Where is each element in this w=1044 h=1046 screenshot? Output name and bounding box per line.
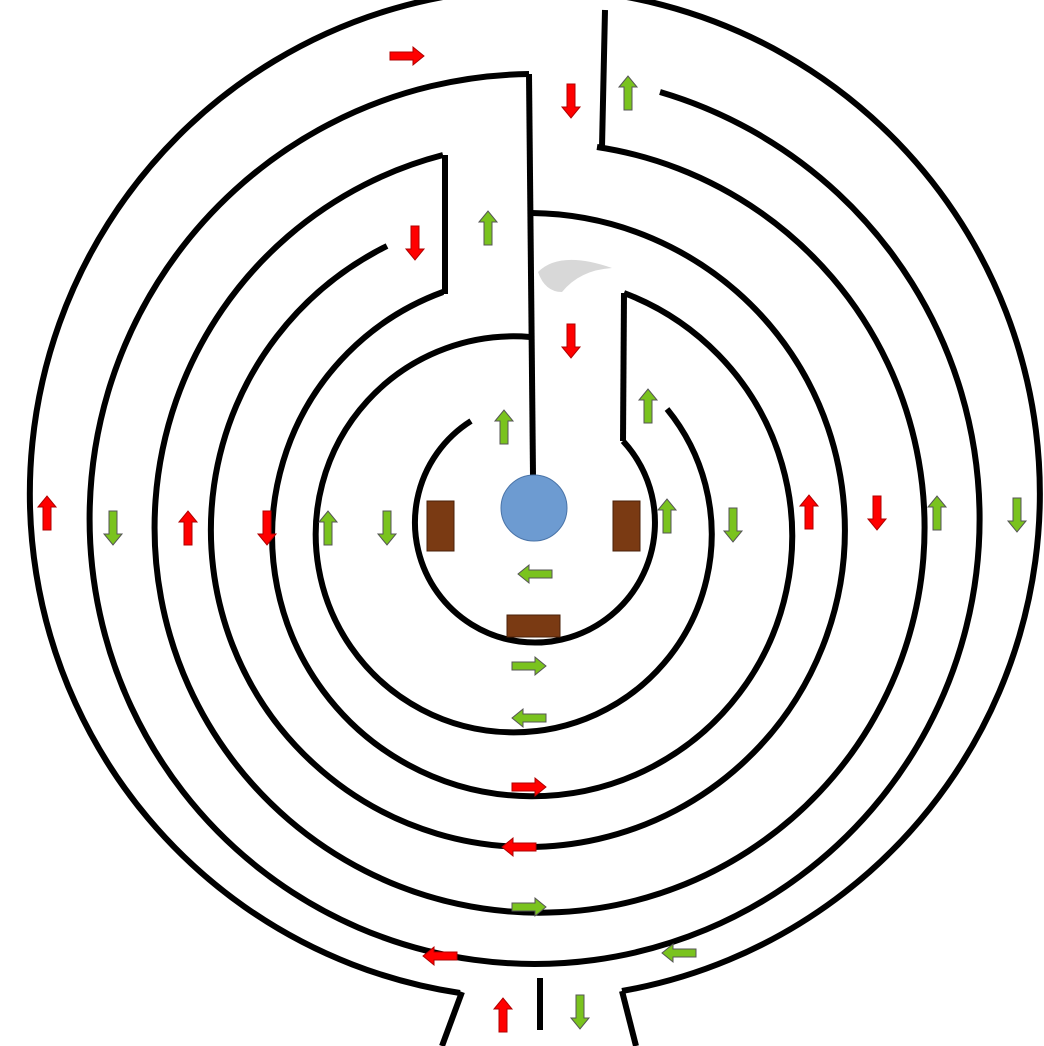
green-arrow-down-icon <box>722 507 744 543</box>
radial-wall-center <box>526 73 536 476</box>
entrance-wall-right <box>619 990 639 1046</box>
ring-wall-1 <box>26 0 1043 996</box>
maze-walls <box>26 0 1043 1046</box>
green-arrow-up-icon <box>317 510 339 546</box>
red-arrow-up-icon <box>177 510 199 546</box>
red-arrow-up-icon <box>798 494 820 530</box>
block-left <box>426 500 455 552</box>
green-arrow-left-icon <box>511 707 547 729</box>
green-arrow-right-icon <box>511 655 547 677</box>
green-arrow-up-icon <box>656 498 678 534</box>
red-arrow-right-icon <box>389 45 425 67</box>
radial-wall-top-right <box>599 9 608 148</box>
ring-wall-5 <box>269 289 796 800</box>
green-arrow-up-icon <box>493 409 515 445</box>
red-arrow-up-icon <box>492 997 514 1033</box>
red-arrow-down-icon <box>560 83 582 119</box>
red-arrow-up-icon <box>36 495 58 531</box>
red-arrow-down-icon <box>404 225 426 261</box>
red-arrow-left-icon <box>501 836 537 858</box>
red-arrow-down-icon <box>560 323 582 359</box>
green-arrow-up-icon <box>926 495 948 531</box>
block-right <box>612 500 641 552</box>
green-arrow-down-icon <box>569 994 591 1030</box>
green-arrow-right-icon <box>511 896 547 918</box>
ring-wall-6 <box>312 333 715 736</box>
green-arrow-down-icon <box>102 510 124 546</box>
ring-wall-7 <box>412 418 658 646</box>
green-arrow-up-icon <box>477 210 499 246</box>
goal-circle <box>500 474 568 542</box>
green-arrow-down-icon <box>1006 497 1028 533</box>
green-arrow-up-icon <box>617 75 639 111</box>
ring-wall-3 <box>151 144 928 916</box>
ring-wall-2 <box>86 71 983 967</box>
green-arrow-left-icon <box>517 563 553 585</box>
green-arrow-down-icon <box>376 510 398 546</box>
swoosh-mark <box>538 259 612 292</box>
red-arrow-left-icon <box>422 945 458 967</box>
green-arrow-up-icon <box>637 388 659 424</box>
arrows-layer <box>36 45 1028 1033</box>
red-arrow-down-icon <box>866 495 888 531</box>
entrance-wall-left <box>439 990 465 1046</box>
radial-wall-right <box>620 292 627 442</box>
block-bottom <box>506 614 561 638</box>
blocks-layer <box>426 500 641 638</box>
red-arrow-right-icon <box>511 776 547 798</box>
red-arrow-down-icon <box>256 510 278 546</box>
ring-wall-4 <box>207 210 848 850</box>
green-arrow-left-icon <box>661 942 697 964</box>
